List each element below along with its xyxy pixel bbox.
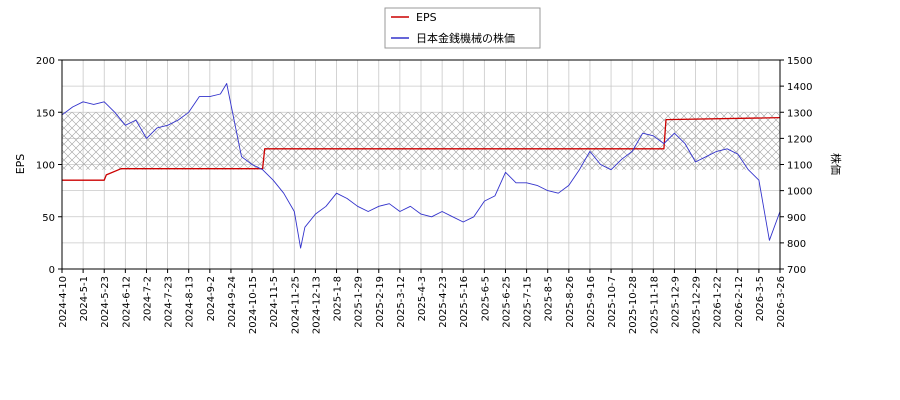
right-axis-title: 株価 <box>829 153 843 175</box>
legend-price-label: 日本金銭機械の株価 <box>416 31 515 45</box>
legend-box <box>384 7 541 49</box>
x-tick-label: 2024-12-13 <box>311 276 322 334</box>
legend: EPS 日本金銭機械の株価 <box>384 7 541 49</box>
left-axis-title: EPS <box>14 154 27 175</box>
right-tick-label: 900 <box>787 213 806 224</box>
x-tick-label: 2025-12-29 <box>692 276 703 334</box>
x-tick-label: 2025-10-7 <box>607 276 618 328</box>
x-tick-label: 2026-3-5 <box>755 276 766 321</box>
x-tick-label: 2025-8-5 <box>544 276 555 321</box>
x-tick-label: 2026-1-22 <box>713 276 724 328</box>
right-tick-label: 1400 <box>787 82 812 93</box>
right-tick-label: 800 <box>787 239 806 250</box>
x-tick-label: 2024-11-25 <box>290 276 301 334</box>
x-tick-label: 2024-5-23 <box>100 276 111 328</box>
band-fill <box>62 112 780 170</box>
x-tick-label: 2025-1-29 <box>354 276 365 328</box>
range-band <box>62 112 780 170</box>
right-tick-label: 1500 <box>787 56 812 67</box>
series-lines <box>62 83 780 249</box>
right-tick-label: 700 <box>787 265 806 276</box>
price-line <box>62 83 780 249</box>
x-tick-label: 2024-6-12 <box>121 276 132 328</box>
x-tick-label: 2025-1-8 <box>333 276 344 321</box>
x-tick-label: 2024-9-24 <box>227 276 238 328</box>
x-tick-label: 2024-7-2 <box>142 276 153 321</box>
left-tick-label: 50 <box>42 213 55 224</box>
x-tick-label: 2025-3-12 <box>396 276 407 328</box>
x-tick-label: 2025-8-26 <box>565 276 576 328</box>
x-tick-label: 2025-12-9 <box>670 276 681 328</box>
x-tick-label: 2024-5-1 <box>79 276 90 321</box>
left-axis-ticks: 0 50 100 150 200 <box>36 56 62 276</box>
x-tick-label: 2025-2-19 <box>375 276 386 328</box>
x-tick-label: 2025-6-25 <box>501 276 512 328</box>
x-tick-label: 2025-10-28 <box>628 276 639 334</box>
x-tick-label: 2025-4-3 <box>417 276 428 321</box>
right-tick-label: 1300 <box>787 108 812 119</box>
x-tick-label: 2024-9-2 <box>206 276 217 321</box>
right-tick-label: 1000 <box>787 187 812 198</box>
eps-line <box>62 117 780 181</box>
x-tick-label: 2024-11-5 <box>269 276 280 328</box>
x-tick-label: 2024-10-15 <box>248 276 259 334</box>
left-tick-label: 200 <box>36 56 55 67</box>
x-tick-label: 2026-3-26 <box>776 276 787 328</box>
left-tick-label: 100 <box>36 161 55 172</box>
x-tick-label: 2025-7-15 <box>523 276 534 328</box>
right-tick-label: 1200 <box>787 134 812 145</box>
legend-eps-label: EPS <box>416 11 437 24</box>
x-tick-label: 2025-4-23 <box>438 276 449 328</box>
x-tick-label: 2024-8-13 <box>185 276 196 328</box>
right-tick-label: 1100 <box>787 161 812 172</box>
left-tick-label: 0 <box>49 265 55 276</box>
x-tick-label: 2024-4-10 <box>58 276 69 328</box>
x-tick-label: 2026-2-12 <box>734 276 745 328</box>
x-tick-label: 2024-7-23 <box>164 276 175 328</box>
x-tick-label: 2025-6-5 <box>480 276 491 321</box>
x-tick-label: 2025-11-18 <box>649 276 660 334</box>
x-axis-ticks: 2024-4-10 2024-5-1 2024-5-23 2024-6-12 2024-… <box>58 269 787 334</box>
left-tick-label: 150 <box>36 108 55 119</box>
x-tick-label: 2025-9-16 <box>586 276 597 328</box>
right-axis-ticks: 700 800 900 1000 1100 1200 1300 1400 1500 <box>780 56 812 276</box>
x-tick-label: 2025-5-16 <box>459 276 470 328</box>
